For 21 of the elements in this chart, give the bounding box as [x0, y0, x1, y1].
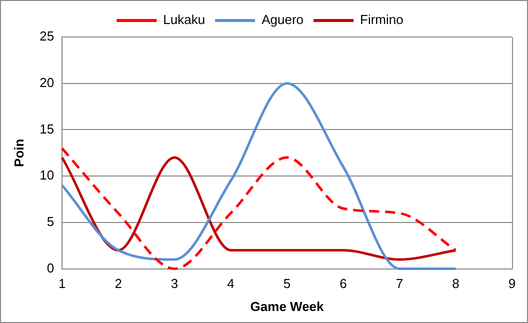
- x-axis-title: Game Week: [250, 298, 325, 314]
- x-tick-label: 1: [58, 276, 66, 292]
- y-tick-label: 0: [46, 260, 54, 276]
- legend-label: Lukaku: [163, 12, 206, 28]
- y-tick-label: 15: [40, 121, 54, 136]
- x-tick-label: 8: [452, 276, 460, 292]
- legend-label: Firmino: [360, 12, 404, 28]
- y-tick-label: 20: [40, 74, 54, 90]
- x-tick-label: 2: [114, 276, 122, 292]
- x-tick-label: 3: [170, 276, 178, 292]
- x-tick-label: 5: [283, 276, 291, 292]
- y-tick-label: 5: [46, 214, 54, 230]
- x-tick-label: 7: [396, 276, 404, 292]
- y-tick-label: 25: [40, 28, 54, 44]
- line-series: [60, 82, 458, 270]
- x-tick-label: 6: [340, 276, 347, 292]
- y-axis-title: Poin: [11, 138, 26, 167]
- legend-label: Aguero: [262, 12, 304, 28]
- x-tick-label: 9: [508, 276, 516, 292]
- x-tick-label: 4: [227, 276, 234, 292]
- y-tick-label: 10: [40, 168, 54, 183]
